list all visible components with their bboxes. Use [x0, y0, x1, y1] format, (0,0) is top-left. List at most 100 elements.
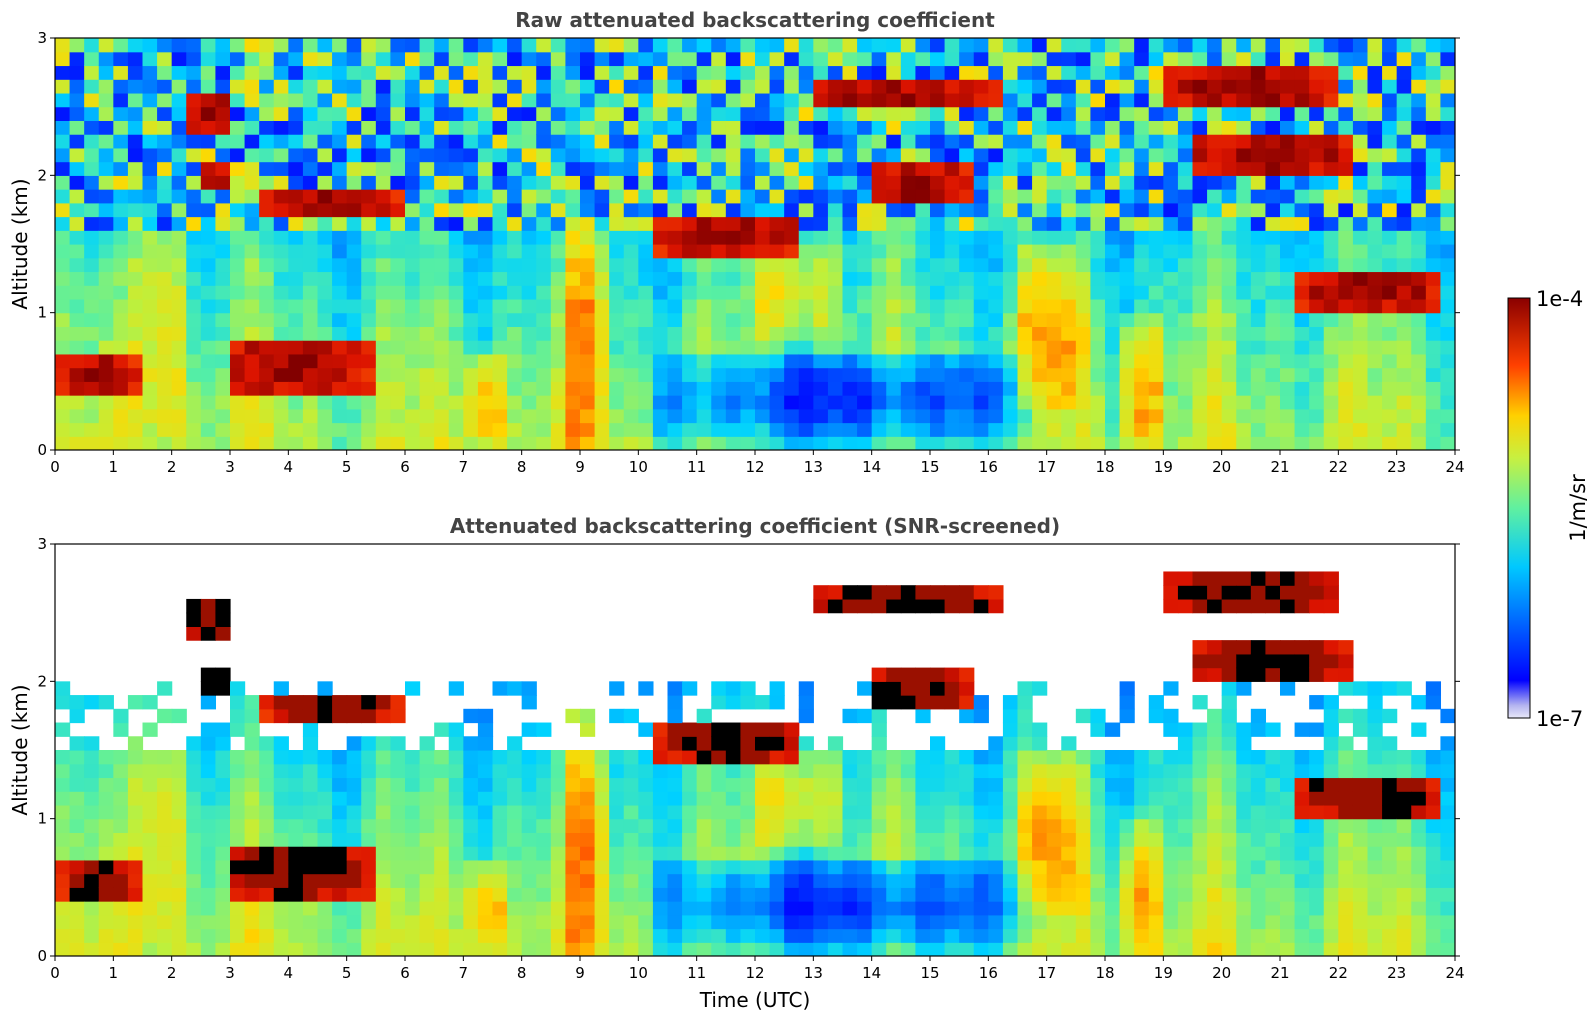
- heatmap-cell: [1075, 51, 1092, 67]
- heatmap-cell: [652, 202, 669, 218]
- heatmap-cell: [696, 804, 712, 820]
- heatmap-cell: [1090, 326, 1106, 341]
- heatmap-cell: [536, 38, 552, 53]
- heatmap-cell: [842, 285, 858, 300]
- heatmap-cell: [1075, 818, 1092, 833]
- heatmap-cell: [142, 175, 158, 190]
- heatmap-cell: [390, 436, 406, 450]
- heatmap-cell: [857, 422, 873, 437]
- heatmap-cell: [186, 408, 202, 424]
- heatmap-cell: [55, 326, 71, 341]
- heatmap-cell: [886, 298, 902, 314]
- heatmap-cell: [186, 257, 202, 273]
- heatmap-cell: [565, 51, 581, 67]
- heatmap-cell: [448, 395, 464, 410]
- heatmap-cell: [1236, 736, 1252, 751]
- heatmap-cell: [988, 271, 1004, 286]
- heatmap-cell: [1148, 92, 1164, 108]
- heatmap-cell: [1352, 326, 1369, 341]
- heatmap-cell: [1207, 189, 1223, 204]
- heatmap-cell: [273, 340, 289, 355]
- heatmap-cell: [186, 626, 202, 641]
- heatmap-cell: [200, 777, 217, 792]
- heatmap-cell: [580, 381, 596, 396]
- heatmap-cell: [609, 367, 625, 382]
- heatmap-cell: [1002, 846, 1019, 861]
- heatmap-cell: [1032, 422, 1048, 437]
- heatmap-cell: [1265, 818, 1281, 833]
- heatmap-cell: [375, 312, 392, 327]
- heatmap-cell: [725, 312, 742, 327]
- heatmap-cell: [652, 859, 669, 875]
- heatmap-cell: [69, 51, 85, 67]
- heatmap-cell: [1192, 271, 1208, 286]
- heatmap-cell: [1382, 134, 1398, 149]
- heatmap-cell: [1075, 230, 1092, 245]
- heatmap-cell: [915, 887, 931, 902]
- heatmap-cell: [361, 914, 377, 930]
- heatmap-cell: [1163, 846, 1179, 861]
- heatmap-cell: [871, 818, 887, 833]
- heatmap-cell: [434, 134, 450, 149]
- heatmap-cell: [1032, 216, 1048, 231]
- heatmap-cell: [1192, 763, 1208, 779]
- heatmap-cell: [1163, 244, 1179, 259]
- heatmap-cell: [244, 722, 260, 737]
- heatmap-cell: [1134, 791, 1150, 806]
- heatmap-cell: [142, 942, 158, 956]
- heatmap-cell: [127, 189, 144, 204]
- heatmap-cell: [317, 92, 333, 108]
- heatmap-cell: [638, 859, 654, 875]
- heatmap-cell: [215, 38, 231, 53]
- heatmap-cell: [1163, 257, 1179, 273]
- heatmap-cell: [302, 312, 319, 327]
- heatmap-cell: [1134, 901, 1150, 916]
- heatmap-cell: [769, 859, 785, 875]
- heatmap-cell: [1396, 367, 1412, 382]
- heatmap-cell: [405, 763, 421, 779]
- heatmap-cell: [1250, 230, 1267, 245]
- heatmap-cell: [273, 244, 289, 259]
- heatmap-cell: [1440, 736, 1455, 751]
- heatmap-cell: [944, 312, 960, 327]
- heatmap-cell: [1440, 230, 1455, 245]
- heatmap-cell: [1192, 395, 1208, 410]
- heatmap-cell: [1250, 202, 1267, 218]
- heatmap-cell: [288, 353, 304, 369]
- heatmap-cell: [1367, 804, 1383, 820]
- heatmap-cell: [1017, 285, 1033, 300]
- heatmap-cell: [215, 189, 231, 204]
- heatmap-cell: [725, 750, 742, 765]
- heatmap-cell: [230, 202, 246, 218]
- heatmap-cell: [1221, 216, 1237, 231]
- heatmap-cell: [434, 750, 450, 765]
- heatmap-cell: [1396, 106, 1412, 121]
- heatmap-cell: [1236, 832, 1252, 847]
- heatmap-cell: [1221, 598, 1237, 614]
- heatmap-cell: [157, 408, 173, 424]
- heatmap-cell: [200, 285, 217, 300]
- heatmap-cell: [507, 326, 523, 341]
- heatmap-cell: [1032, 818, 1048, 833]
- heatmap-cell: [871, 859, 887, 875]
- heatmap-cell: [463, 340, 479, 355]
- heatmap-cell: [375, 777, 392, 792]
- heatmap-cell: [973, 202, 989, 218]
- heatmap-cell: [594, 106, 610, 121]
- heatmap-cell: [740, 189, 756, 204]
- heatmap-cell: [1002, 175, 1019, 190]
- heatmap-cell: [827, 791, 844, 806]
- heatmap-cell: [142, 285, 158, 300]
- heatmap-cell: [944, 298, 960, 314]
- heatmap-cell: [1075, 340, 1092, 355]
- heatmap-cell: [1411, 695, 1427, 710]
- heatmap-cell: [1177, 914, 1194, 930]
- heatmap-cell: [900, 216, 917, 231]
- heatmap-cell: [390, 65, 406, 80]
- heatmap-cell: [419, 271, 435, 286]
- heatmap-cell: [667, 175, 683, 190]
- heatmap-cell: [886, 285, 902, 300]
- heatmap-cell: [230, 353, 246, 369]
- heatmap-cell: [390, 804, 406, 820]
- heatmap-cell: [1032, 928, 1048, 943]
